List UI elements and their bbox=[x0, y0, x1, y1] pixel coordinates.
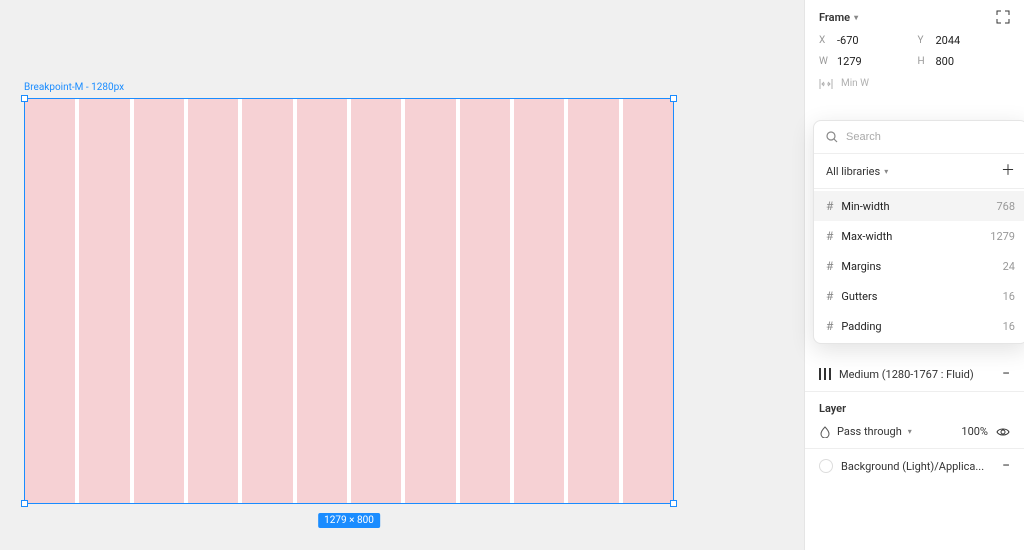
variable-row[interactable]: # Gutters 16 bbox=[814, 281, 1024, 311]
x-label: X bbox=[819, 35, 831, 46]
layout-column bbox=[297, 99, 347, 503]
layout-column bbox=[25, 99, 75, 503]
layout-column bbox=[568, 99, 618, 503]
layout-column bbox=[405, 99, 455, 503]
libraries-dropdown[interactable]: All libraries ▾ bbox=[826, 165, 888, 178]
variable-value: 16 bbox=[1003, 290, 1015, 303]
h-input[interactable]: 800 bbox=[936, 55, 1011, 68]
variable-value: 24 bbox=[1003, 260, 1015, 273]
variable-value: 768 bbox=[996, 200, 1015, 213]
visibility-icon[interactable] bbox=[996, 427, 1010, 437]
number-variable-icon: # bbox=[826, 289, 833, 303]
variable-row[interactable]: # Padding 16 bbox=[814, 311, 1024, 341]
variable-row[interactable]: # Max-width 1279 bbox=[814, 221, 1024, 251]
blend-mode-label: Pass through bbox=[837, 425, 902, 438]
min-width-row[interactable]: Min W bbox=[819, 78, 1010, 89]
min-width-label: Min W bbox=[841, 78, 869, 89]
variable-name: Margins bbox=[841, 260, 881, 273]
search-input[interactable] bbox=[846, 131, 1015, 143]
canvas[interactable]: Breakpoint-M - 1280px 1279 × 800 bbox=[0, 0, 804, 550]
variable-name: Max-width bbox=[841, 230, 892, 243]
opacity-input[interactable]: 100% bbox=[961, 425, 988, 438]
layout-grid-label: Medium (1280-1767 : Fluid) bbox=[839, 368, 974, 381]
variable-name: Min-width bbox=[841, 200, 889, 213]
resize-handle-top-left[interactable] bbox=[21, 95, 28, 102]
chevron-down-icon: ▾ bbox=[884, 167, 888, 176]
layout-column bbox=[460, 99, 510, 503]
number-variable-icon: # bbox=[826, 229, 833, 243]
variable-picker-popover: All libraries ▾ ＋ # Min-width 768 # Max-widt… bbox=[813, 120, 1024, 344]
resize-handle-top-right[interactable] bbox=[670, 95, 677, 102]
resize-handle-bottom-right[interactable] bbox=[670, 500, 677, 507]
number-variable-icon: # bbox=[826, 259, 833, 273]
chevron-down-icon: ▾ bbox=[908, 427, 912, 436]
variable-list: # Min-width 768 # Max-width 1279 # Margins 24 # Gu… bbox=[814, 189, 1024, 343]
columns-icon bbox=[819, 368, 831, 380]
remove-fill-button[interactable]: − bbox=[1002, 459, 1010, 473]
layout-grid-item[interactable]: Medium (1280-1767 : Fluid) bbox=[819, 368, 974, 381]
libraries-label: All libraries bbox=[826, 165, 880, 178]
layout-column bbox=[134, 99, 184, 503]
fill-style-item[interactable]: Background (Light)/Applica... bbox=[819, 459, 984, 473]
frame-type-label: Frame bbox=[819, 11, 850, 24]
layout-grid-section: Medium (1280-1767 : Fluid) − bbox=[805, 357, 1024, 391]
variable-row[interactable]: # Margins 24 bbox=[814, 251, 1024, 281]
selection-size-badge: 1279 × 800 bbox=[318, 513, 380, 528]
layer-section: Layer Pass through ▾ 100% bbox=[805, 391, 1024, 448]
frame-content[interactable] bbox=[24, 98, 674, 504]
variable-name: Padding bbox=[841, 320, 881, 333]
blend-mode-icon bbox=[819, 426, 831, 438]
blend-mode-dropdown[interactable]: Pass through ▾ bbox=[819, 425, 912, 438]
number-variable-icon: # bbox=[826, 199, 833, 213]
remove-layout-grid-button[interactable]: − bbox=[1002, 367, 1010, 381]
frame-label[interactable]: Breakpoint-M - 1280px bbox=[24, 82, 124, 93]
search-icon bbox=[826, 131, 838, 143]
h-label: H bbox=[918, 56, 930, 67]
chevron-down-icon: ▾ bbox=[854, 13, 858, 22]
frame-type-dropdown[interactable]: Frame ▾ bbox=[819, 11, 858, 24]
y-input[interactable]: 2044 bbox=[936, 34, 1011, 47]
variable-value: 1279 bbox=[990, 230, 1015, 243]
number-variable-icon: # bbox=[826, 319, 833, 333]
selected-frame[interactable]: Breakpoint-M - 1280px 1279 × 800 bbox=[24, 98, 674, 504]
x-input[interactable]: -670 bbox=[837, 34, 912, 47]
variable-row[interactable]: # Min-width 768 bbox=[814, 191, 1024, 221]
variable-value: 16 bbox=[1003, 320, 1015, 333]
resize-handle-bottom-left[interactable] bbox=[21, 500, 28, 507]
frame-section: Frame ▾ X -670 Y 2044 W 1279 H 800 bbox=[805, 0, 1024, 99]
layout-column bbox=[188, 99, 238, 503]
variable-name: Gutters bbox=[841, 290, 877, 303]
fill-section: Background (Light)/Applica... − bbox=[805, 448, 1024, 483]
search-row bbox=[814, 121, 1024, 154]
layout-column bbox=[242, 99, 292, 503]
fill-swatch bbox=[819, 459, 833, 473]
min-width-icon bbox=[819, 79, 833, 89]
w-input[interactable]: 1279 bbox=[837, 55, 912, 68]
layout-column bbox=[79, 99, 129, 503]
layout-column bbox=[514, 99, 564, 503]
w-label: W bbox=[819, 56, 831, 67]
fill-style-label: Background (Light)/Applica... bbox=[841, 460, 984, 473]
properties-panel: Frame ▾ X -670 Y 2044 W 1279 H 800 bbox=[804, 0, 1024, 550]
add-library-button[interactable]: ＋ bbox=[1001, 164, 1015, 178]
layer-heading: Layer bbox=[819, 402, 1010, 415]
resize-to-fit-icon[interactable] bbox=[996, 10, 1010, 24]
y-label: Y bbox=[918, 35, 930, 46]
layout-column bbox=[351, 99, 401, 503]
layout-column bbox=[623, 99, 673, 503]
